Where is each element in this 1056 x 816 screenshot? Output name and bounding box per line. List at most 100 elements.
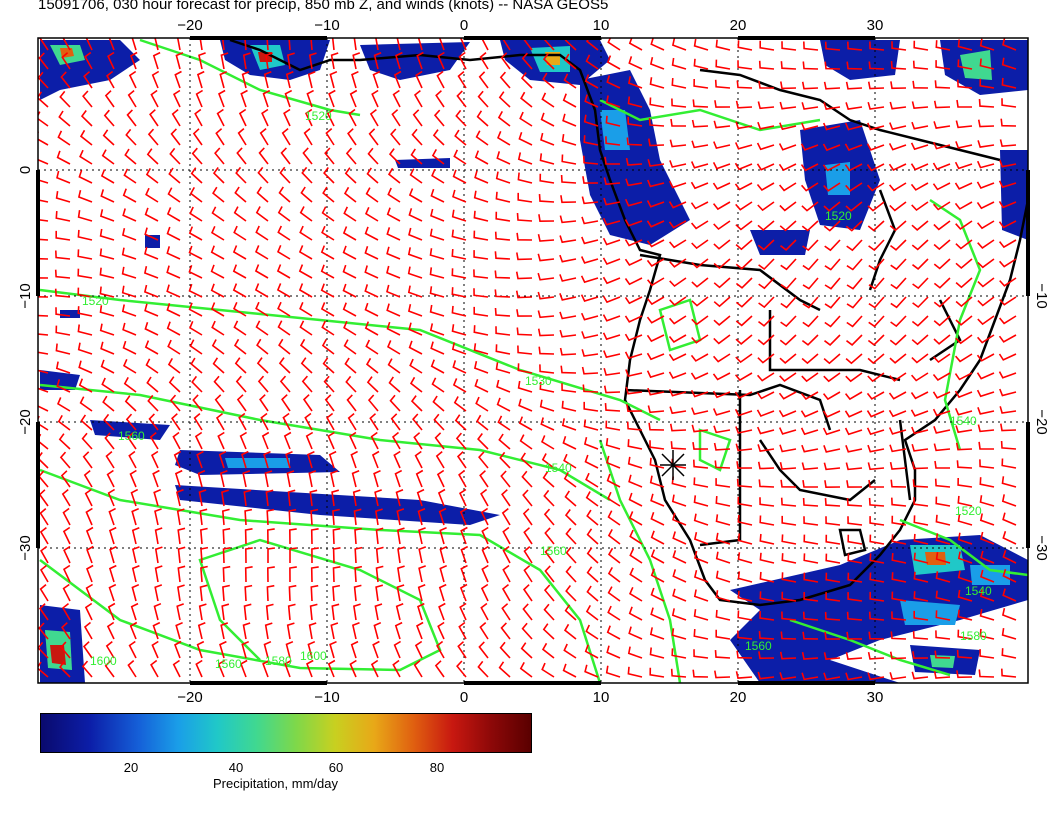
wind-barb xyxy=(690,161,709,169)
wind-barb xyxy=(310,38,313,51)
wind-barb xyxy=(692,441,709,450)
right-lat-label: −30 xyxy=(1033,535,1050,560)
wind-barb xyxy=(154,546,163,564)
wind-barb xyxy=(496,130,511,146)
wind-barb xyxy=(757,461,775,470)
wind-barb xyxy=(844,163,863,172)
wind-barb xyxy=(671,476,687,488)
wind-barb xyxy=(802,61,819,70)
wind-barb xyxy=(646,239,665,248)
wind-barb xyxy=(100,169,115,184)
wind-barb xyxy=(781,611,797,621)
wind-barb xyxy=(801,462,819,471)
wind-barb xyxy=(354,527,362,545)
wind-barb xyxy=(370,431,379,450)
wind-barb xyxy=(321,206,335,222)
wind-barb xyxy=(978,99,995,108)
wind-barb xyxy=(243,489,252,507)
wind-barb xyxy=(911,443,929,452)
wind-barb xyxy=(494,289,511,298)
wind-barb xyxy=(55,211,71,222)
wind-barb xyxy=(83,71,93,89)
wind-barb xyxy=(214,394,225,412)
wind-barb xyxy=(456,660,467,678)
wind-barb xyxy=(516,212,533,222)
wind-barb xyxy=(38,218,49,222)
wind-barb xyxy=(934,478,951,488)
wind-barb xyxy=(867,81,885,90)
wind-barb xyxy=(672,588,687,602)
wind-barb xyxy=(166,303,181,317)
wind-barb xyxy=(737,552,753,564)
wind-barb xyxy=(693,58,709,70)
wind-barb xyxy=(888,143,907,151)
wind-barb xyxy=(627,646,643,659)
wind-barb xyxy=(585,624,599,640)
wind-barb xyxy=(627,456,643,469)
wind-barb xyxy=(912,651,929,660)
wind-barb xyxy=(955,239,973,250)
wind-barb xyxy=(757,101,775,110)
wind-barb xyxy=(604,403,621,412)
wind-barb xyxy=(38,351,49,355)
wind-barb xyxy=(979,58,995,70)
wind-barb xyxy=(607,547,621,564)
wind-barb xyxy=(431,377,445,393)
wind-barb xyxy=(254,283,269,298)
wind-barb xyxy=(559,311,577,320)
wind-barb xyxy=(502,564,511,583)
wind-barb xyxy=(277,225,291,241)
wind-barb xyxy=(39,564,49,583)
wind-barb xyxy=(176,508,185,526)
wind-barb xyxy=(564,38,577,51)
wind-barb xyxy=(932,372,951,382)
wind-barb xyxy=(289,547,298,563)
wind-barb xyxy=(106,70,115,89)
wind-barb xyxy=(868,61,885,70)
wind-barb xyxy=(77,287,93,298)
wind-barb xyxy=(868,497,885,507)
wind-barb xyxy=(397,565,405,583)
wind-barb xyxy=(430,341,445,355)
wind-barb xyxy=(542,72,555,89)
wind-barb xyxy=(199,527,208,545)
wind-barb xyxy=(913,552,929,564)
wind-barb xyxy=(478,451,489,469)
wind-barb xyxy=(999,406,1017,414)
wind-barb xyxy=(584,74,599,89)
wind-barb xyxy=(62,507,71,526)
wind-barb xyxy=(979,608,995,621)
wind-barb xyxy=(649,647,665,659)
wind-barb xyxy=(912,296,929,309)
left-lat-label: 0 xyxy=(17,166,34,174)
wind-barb xyxy=(912,461,929,470)
wind-barb xyxy=(607,510,621,526)
wind-barb xyxy=(154,527,163,545)
wind-barb xyxy=(800,143,819,151)
wind-barb xyxy=(758,315,775,327)
wind-barb xyxy=(407,266,423,279)
wind-barb xyxy=(409,358,423,374)
wind-barb xyxy=(286,470,295,488)
wind-barb xyxy=(59,661,71,678)
wind-barb xyxy=(496,151,511,165)
wind-barb xyxy=(957,39,973,51)
wind-barb xyxy=(606,645,621,659)
wind-barb xyxy=(933,296,951,308)
wind-barb xyxy=(889,220,907,232)
wind-barb xyxy=(735,220,753,231)
wind-barb xyxy=(517,363,533,374)
wind-barb xyxy=(933,426,951,434)
wind-barb xyxy=(343,339,357,355)
wind-barb xyxy=(322,357,335,374)
wind-barb xyxy=(287,603,296,621)
wind-barb xyxy=(218,89,226,108)
wind-barb xyxy=(759,591,775,602)
wind-barb xyxy=(386,246,401,260)
wind-barb xyxy=(891,41,907,51)
wind-barb xyxy=(889,651,907,660)
wind-barb xyxy=(825,592,841,602)
wind-barb xyxy=(715,532,731,545)
wind-barb xyxy=(501,489,511,507)
wind-barb xyxy=(978,441,995,450)
